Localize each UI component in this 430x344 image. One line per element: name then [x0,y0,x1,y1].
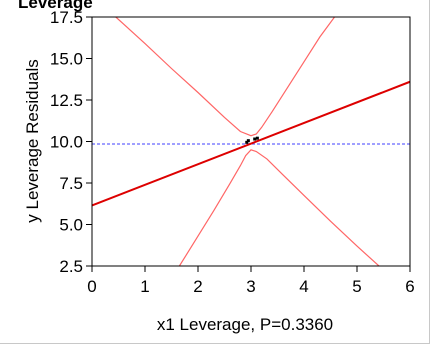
y-axis: 2.5 5.0 7.5 10.0 12.5 15.0 17.5 [50,8,92,276]
y-tick-label: 10.0 [50,133,83,152]
x-axis-title: x1 Leverage, P=0.3360 [157,315,333,334]
plot-frame [91,16,411,267]
fit-line [92,80,410,207]
data-point [245,140,249,144]
data-point [255,136,259,140]
y-tick-label: 12.5 [50,91,83,110]
upper-confidence-curve [115,17,336,137]
y-tick-label: 5.0 [59,216,83,235]
data-point [246,139,250,143]
chart-title: Leverage [18,0,93,12]
x-tick-label: 5 [352,277,361,296]
data-points-layer [245,136,259,144]
x-tick-label: 2 [193,277,202,296]
x-tick-label: 0 [87,277,96,296]
y-tick-label: 2.5 [59,257,83,276]
x-tick-label: 1 [140,277,149,296]
x-tick-label: 6 [405,277,414,296]
lower-confidence-curve [178,149,380,266]
fit-line-layer [92,80,410,207]
confidence-curves-layer [115,17,380,266]
x-axis: 0 1 2 3 4 5 6 [87,266,415,296]
data-point [253,137,257,141]
y-tick-label: 7.5 [59,174,83,193]
x-tick-label: 4 [299,277,308,296]
y-axis-title: y Leverage Residuals [23,59,42,222]
x-tick-label: 3 [246,277,255,296]
y-tick-label: 17.5 [50,8,83,27]
y-tick-label: 15.0 [50,50,83,69]
